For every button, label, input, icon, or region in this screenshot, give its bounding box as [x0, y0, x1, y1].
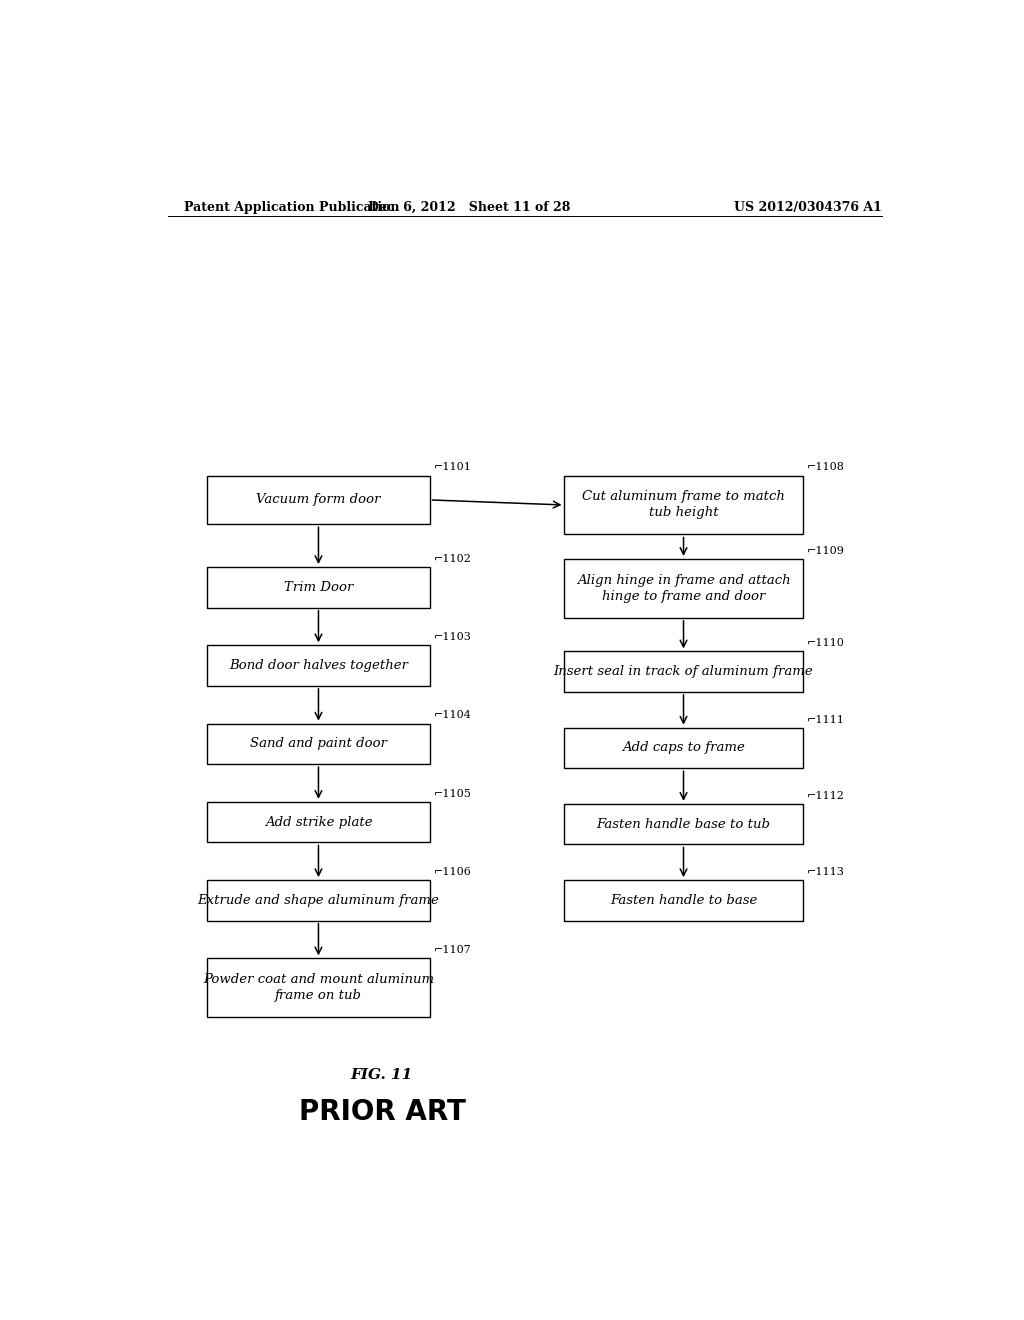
Text: Extrude and shape aluminum frame: Extrude and shape aluminum frame — [198, 894, 439, 907]
Text: ⌐1104: ⌐1104 — [433, 710, 471, 721]
Text: Patent Application Publication: Patent Application Publication — [183, 201, 399, 214]
Text: Trim Door: Trim Door — [284, 581, 353, 594]
Text: ⌐1109: ⌐1109 — [807, 545, 845, 556]
Text: ⌐1110: ⌐1110 — [807, 639, 845, 648]
Text: ⌐1111: ⌐1111 — [807, 714, 845, 725]
FancyBboxPatch shape — [207, 801, 430, 842]
Text: Insert seal in track of aluminum frame: Insert seal in track of aluminum frame — [554, 665, 813, 678]
Text: ⌐1101: ⌐1101 — [433, 462, 471, 473]
FancyBboxPatch shape — [564, 804, 803, 845]
FancyBboxPatch shape — [564, 880, 803, 921]
Text: FIG. 11: FIG. 11 — [351, 1068, 413, 1082]
FancyBboxPatch shape — [207, 475, 430, 524]
Text: ⌐1102: ⌐1102 — [433, 554, 471, 564]
FancyBboxPatch shape — [207, 645, 430, 686]
FancyBboxPatch shape — [207, 880, 430, 921]
FancyBboxPatch shape — [564, 558, 803, 618]
Text: Fasten handle base to tub: Fasten handle base to tub — [597, 817, 770, 830]
FancyBboxPatch shape — [207, 568, 430, 607]
FancyBboxPatch shape — [564, 727, 803, 768]
Text: ⌐1112: ⌐1112 — [807, 791, 845, 801]
Text: US 2012/0304376 A1: US 2012/0304376 A1 — [734, 201, 882, 214]
Text: Dec. 6, 2012   Sheet 11 of 28: Dec. 6, 2012 Sheet 11 of 28 — [368, 201, 570, 214]
Text: Bond door halves together: Bond door halves together — [229, 659, 408, 672]
Text: ⌐1113: ⌐1113 — [807, 867, 845, 876]
Text: ⌐1108: ⌐1108 — [807, 462, 845, 473]
Text: Align hinge in frame and attach
hinge to frame and door: Align hinge in frame and attach hinge to… — [577, 574, 791, 603]
Text: Add caps to frame: Add caps to frame — [623, 742, 744, 755]
FancyBboxPatch shape — [564, 651, 803, 692]
Text: Vacuum form door: Vacuum form door — [256, 494, 381, 507]
FancyBboxPatch shape — [564, 475, 803, 535]
Text: ⌐1103: ⌐1103 — [433, 632, 471, 643]
Text: ⌐1106: ⌐1106 — [433, 867, 471, 876]
Text: PRIOR ART: PRIOR ART — [299, 1098, 465, 1126]
Text: ⌐1105: ⌐1105 — [433, 789, 471, 799]
FancyBboxPatch shape — [207, 958, 430, 1018]
Text: ⌐1107: ⌐1107 — [433, 945, 471, 956]
Text: Cut aluminum frame to match
tub height: Cut aluminum frame to match tub height — [582, 491, 785, 520]
Text: Sand and paint door: Sand and paint door — [250, 738, 387, 750]
Text: Fasten handle to base: Fasten handle to base — [610, 894, 757, 907]
FancyBboxPatch shape — [207, 723, 430, 764]
Text: Add strike plate: Add strike plate — [264, 816, 373, 829]
Text: Powder coat and mount aluminum
frame on tub: Powder coat and mount aluminum frame on … — [203, 973, 434, 1002]
